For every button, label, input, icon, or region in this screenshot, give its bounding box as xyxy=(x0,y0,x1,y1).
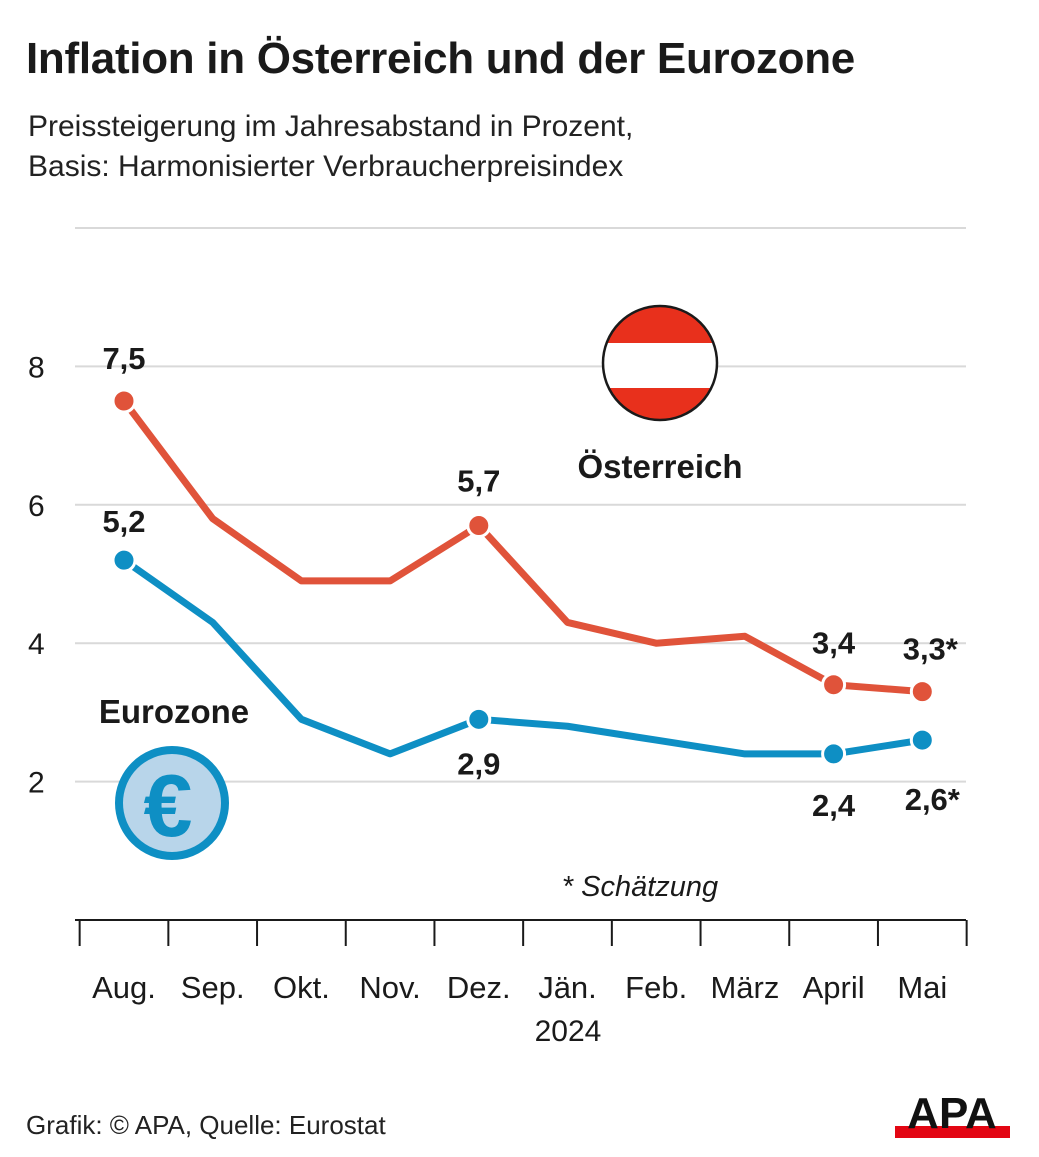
x-tick-label: Feb. xyxy=(625,970,687,1005)
austria-flag-icon xyxy=(601,304,719,422)
data-point-marker xyxy=(909,679,935,705)
data-point-marker xyxy=(821,741,847,767)
decor-layer: € xyxy=(115,304,719,860)
data-point-marker xyxy=(466,513,492,539)
source-footer: Grafik: © APA, Quelle: Eurostat xyxy=(26,1110,386,1140)
data-point-marker xyxy=(111,547,137,573)
data-label: 2,6* xyxy=(905,782,961,817)
x-tick-label: Mai xyxy=(897,970,947,1005)
series-line-eurozone xyxy=(120,556,926,758)
data-label: 3,3* xyxy=(903,632,959,667)
chart-subtitle-line-1: Preissteigerung im Jahresabstand in Proz… xyxy=(28,110,634,143)
series-name-eurozone: Eurozone xyxy=(99,693,249,730)
chart-subtitle-line-2: Basis: Harmonisierter Verbraucherpreisin… xyxy=(28,150,624,183)
euro-coin-icon: € xyxy=(115,746,229,860)
y-tick-label: 8 xyxy=(28,351,45,384)
x-tick-label: Aug. xyxy=(92,970,156,1005)
x-tick-label: Jän. xyxy=(538,970,597,1005)
x-tick-label: April xyxy=(803,970,865,1005)
x-axis: Aug. Sep. Okt. Nov. Dez. Jän. Feb. März April Mai xyxy=(75,919,968,1005)
year-label: 2024 xyxy=(535,1015,602,1048)
apa-logo-text: APA xyxy=(907,1092,997,1138)
series-name-austria: Österreich xyxy=(577,448,742,485)
data-point-marker xyxy=(909,727,935,753)
data-label: 5,2 xyxy=(102,504,145,539)
series-layer xyxy=(111,388,935,767)
data-label: 2,4 xyxy=(812,788,856,823)
line-chart: 2 4 6 8 Aug. Sep. Okt. Nov. Dez. Jän. Feb. März Apr… xyxy=(28,227,968,1048)
x-tick-label: Okt. xyxy=(273,970,330,1005)
data-point-marker xyxy=(466,706,492,732)
x-tick-label: März xyxy=(710,970,779,1005)
data-point-marker xyxy=(111,388,137,414)
data-label: 2,9 xyxy=(457,746,500,781)
euro-symbol: € xyxy=(144,756,193,855)
data-label: 3,4 xyxy=(812,626,856,661)
label-layer: 7,5 5,7 3,4 3,3* 5,2 2,9 2,4 2,6* xyxy=(102,341,960,823)
x-tick-label: Nov. xyxy=(359,970,420,1005)
data-label: 7,5 xyxy=(102,341,145,376)
apa-logo: APA xyxy=(895,1092,1010,1138)
data-label: 5,7 xyxy=(457,464,500,499)
x-tick-label: Dez. xyxy=(447,970,511,1005)
estimate-note: * Schätzung xyxy=(562,871,718,903)
y-tick-label: 2 xyxy=(28,767,45,800)
x-tick-label: Sep. xyxy=(181,970,245,1005)
y-tick-label: 6 xyxy=(28,490,45,523)
y-tick-label: 4 xyxy=(28,628,45,661)
data-point-marker xyxy=(821,672,847,698)
series-line-austria xyxy=(120,397,926,696)
chart-title: Inflation in Österreich und der Eurozone xyxy=(26,34,855,83)
